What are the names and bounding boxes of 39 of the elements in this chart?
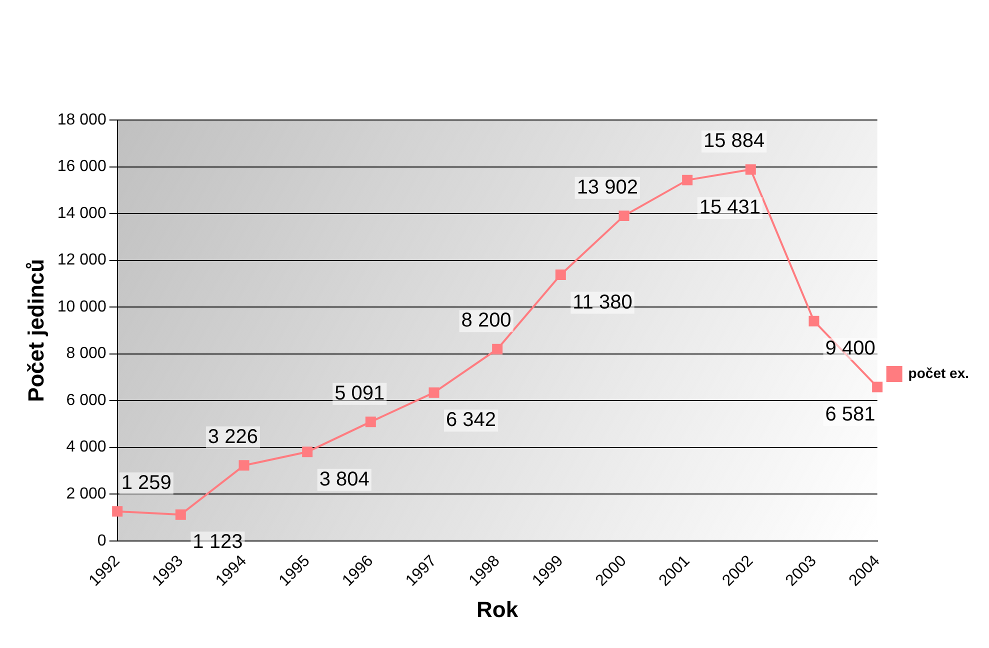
- data-label: 1 123: [192, 531, 243, 554]
- data-label: 13 902: [576, 176, 638, 198]
- point: [238, 460, 250, 471]
- point: [808, 316, 820, 326]
- data-label: 15 884: [703, 130, 765, 152]
- point: [365, 416, 376, 428]
- point: [175, 509, 186, 520]
- point: [618, 210, 630, 222]
- data-label: 8 200: [461, 310, 512, 332]
- point: [302, 446, 313, 458]
- y-tick-label: 12 000: [57, 252, 106, 269]
- data-label: 6 581: [825, 404, 876, 426]
- data-label: 15 431: [699, 196, 760, 219]
- data-label: 11 380: [572, 291, 632, 314]
- data-label: 3 804: [319, 468, 370, 490]
- x-axis-title: Rok: [476, 596, 519, 622]
- data-label: 5 091: [334, 382, 385, 404]
- y-tick-label: 0: [97, 532, 106, 550]
- y-tick-label: 8 000: [66, 345, 106, 362]
- point: [682, 174, 693, 186]
- y-tick-label: 10 000: [57, 298, 106, 316]
- y-tick-label: 2 000: [66, 486, 106, 502]
- point: [555, 270, 566, 280]
- y-tick-label: 14 000: [57, 204, 106, 222]
- point: [428, 387, 440, 398]
- y-tick-label: 16 000: [57, 158, 106, 176]
- point: [872, 382, 883, 392]
- y-tick-label: 18 000: [57, 111, 106, 128]
- point: [492, 344, 503, 354]
- data-label: 6 342: [446, 409, 496, 432]
- data-label: 9 400: [825, 338, 876, 360]
- y-axis-title: Počet jedinců: [23, 258, 48, 402]
- point: [745, 164, 756, 175]
- data-label: 1 259: [121, 472, 172, 494]
- point: [112, 506, 123, 517]
- data-label: 3 226: [208, 426, 258, 448]
- legend-label: počet ex.: [908, 364, 970, 381]
- y-tick-label: 4 000: [66, 438, 106, 456]
- y-tick-label: 6 000: [66, 392, 106, 409]
